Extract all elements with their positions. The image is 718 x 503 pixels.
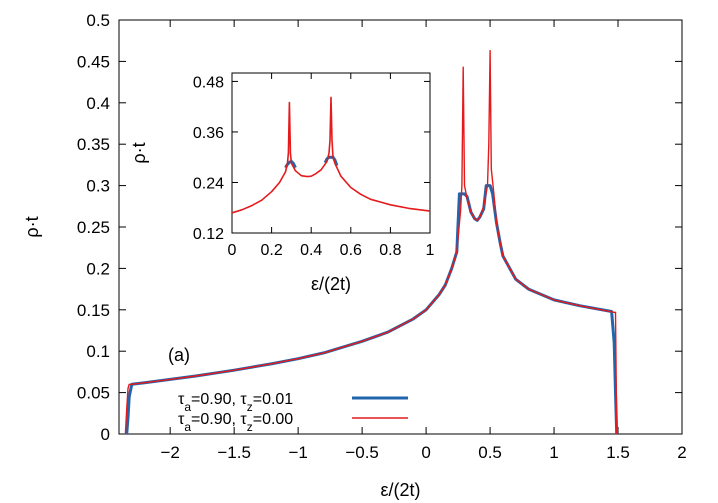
legend-sub-z: z xyxy=(247,400,253,414)
y-tick-label: 0.4 xyxy=(86,94,110,113)
legend-tau-a-value: =0.90, xyxy=(191,391,240,408)
y-tick-label: 0.24 xyxy=(193,175,224,192)
panel-label: (a) xyxy=(168,345,190,365)
legend-tau-symbol: τ xyxy=(240,411,247,428)
legend-sub-z: z xyxy=(247,420,253,434)
y-tick-label: 0.3 xyxy=(86,177,110,196)
legend-sub-a: a xyxy=(184,400,191,414)
x-tick-label: 1 xyxy=(426,242,435,259)
y-tick-label: 0.15 xyxy=(77,301,110,320)
legend-entry-label: τa=0.90, τz=0.01 xyxy=(178,391,293,414)
legend-tau-symbol: τ xyxy=(178,391,185,408)
legend-tau-z-value: =0.01 xyxy=(253,391,294,408)
series-line-2 xyxy=(124,49,618,434)
x-tick-label: 1 xyxy=(549,443,558,462)
x-axis-label: ε/(2t) xyxy=(311,274,351,294)
y-tick-label: 0.25 xyxy=(77,218,110,237)
y-axis-label: ρ·t xyxy=(129,142,149,163)
x-tick-label: 0.5 xyxy=(478,443,502,462)
series-line-2 xyxy=(232,96,430,214)
x-tick-label: 0.4 xyxy=(300,242,322,259)
x-tick-label: 0 xyxy=(228,242,237,259)
x-tick-label: 2 xyxy=(677,443,686,462)
x-tick-label: 0 xyxy=(421,443,430,462)
x-tick-label: −2 xyxy=(160,443,179,462)
y-tick-label: 0.36 xyxy=(193,125,224,142)
x-tick-label: 0.8 xyxy=(379,242,401,259)
x-tick-label: 1.5 xyxy=(606,443,630,462)
legend-tau-a-value: =0.90, xyxy=(191,411,240,428)
inset-plot: 0 0.2 0.4 0.6 0.8 1 0.12 0.24 0.36 0.48 ε/(2t) ρ·t xyxy=(129,72,435,294)
y-tick-label: 0.05 xyxy=(77,384,110,403)
y-tick-label: 0.45 xyxy=(77,52,110,71)
x-tick-label: −0.5 xyxy=(345,443,379,462)
y-tick-label: 0.5 xyxy=(86,11,110,30)
y-tick-label: 0.35 xyxy=(77,135,110,154)
y-tick-label: 0.1 xyxy=(86,342,110,361)
y-tick-label: 0.12 xyxy=(193,226,224,243)
legend-entry-label: τa=0.90, τz=0.00 xyxy=(178,411,293,434)
y-tick-label: 0.2 xyxy=(86,259,110,278)
y-tick-label: 0 xyxy=(101,425,110,444)
x-tick-label: −1.5 xyxy=(217,443,251,462)
y-axis-label: ρ·t xyxy=(22,216,42,237)
y-tick-label: 0.48 xyxy=(193,74,224,91)
legend-tau-symbol: τ xyxy=(240,391,247,408)
x-axis-label: ε/(2t) xyxy=(380,480,420,500)
x-tick-label: 0.6 xyxy=(340,242,362,259)
legend-sub-a: a xyxy=(184,420,191,434)
legend-tau-symbol: τ xyxy=(178,411,185,428)
x-tick-label: −1 xyxy=(288,443,307,462)
x-tick-label: 0.2 xyxy=(260,242,282,259)
legend-tau-z-value: =0.00 xyxy=(253,411,294,428)
